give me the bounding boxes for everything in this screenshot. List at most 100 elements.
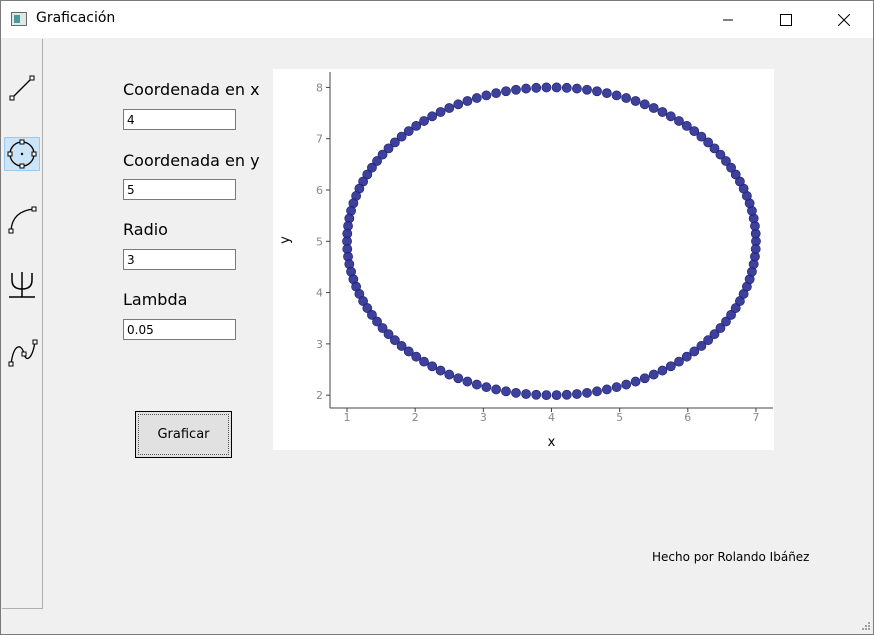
title-bar[interactable]: Graficación <box>1 1 873 38</box>
y-tick-label: 2 <box>316 389 323 402</box>
x-tick-label: 1 <box>344 411 351 424</box>
scatter-point <box>601 384 612 395</box>
plot-button[interactable]: Graficar <box>135 411 232 458</box>
x-tick-label: 7 <box>752 411 759 424</box>
scatter-point <box>383 143 394 154</box>
scatter-point <box>726 162 736 173</box>
line-tool-button[interactable] <box>4 71 40 105</box>
scatter-point <box>648 369 659 380</box>
scatter-point <box>531 389 542 400</box>
x-coordinate-label: Coordenada en x <box>123 80 260 99</box>
scatter-point <box>403 126 414 137</box>
scatter-point <box>372 156 382 166</box>
radius-label: Radio <box>123 220 168 239</box>
scatter-point <box>396 131 407 142</box>
scatter-point <box>630 376 641 387</box>
scatter-point <box>396 341 407 351</box>
resize-grip-icon[interactable] <box>861 621 871 631</box>
scatter-point <box>621 93 632 103</box>
scatter-point <box>427 111 438 122</box>
scatter-point <box>377 149 388 160</box>
circle-scatter-chart: 1 2 3 4 5 6 7 2 3 4 5 6 7 8 x y <box>278 72 773 450</box>
y-coordinate-label: Coordenada en y <box>123 151 260 170</box>
scatter-point <box>377 323 388 333</box>
plot-area: 1 2 3 4 5 6 7 2 3 4 5 6 7 8 x y <box>273 69 774 450</box>
radius-input[interactable] <box>123 249 236 270</box>
scatter-point <box>592 86 602 97</box>
scatter-point <box>639 99 650 110</box>
scatter-point <box>471 93 482 103</box>
scatter-point <box>411 351 422 362</box>
tool-sidebar <box>2 39 43 609</box>
curve-tool-icon <box>8 339 38 367</box>
close-button[interactable] <box>815 1 873 38</box>
scatter-point <box>389 335 400 346</box>
scatter-point <box>665 361 676 372</box>
scatter-point <box>721 156 731 166</box>
scatter-point <box>491 88 502 99</box>
scatter-point <box>501 86 511 97</box>
scatter-point <box>696 131 707 142</box>
y-coordinate-input[interactable] <box>123 179 236 200</box>
scatter-point <box>383 329 394 340</box>
scatter-point <box>681 120 692 131</box>
scatter-point <box>521 389 531 399</box>
arc-tool-button[interactable] <box>4 202 40 236</box>
scatter-point <box>389 137 400 148</box>
scatter-point <box>689 346 700 357</box>
x-coordinate-input[interactable] <box>123 109 236 130</box>
y-tick-label: 3 <box>316 338 323 351</box>
scatter-point <box>592 386 602 397</box>
scatter-point <box>481 90 492 101</box>
x-axis-label: x <box>548 435 556 450</box>
scatter-point <box>462 376 473 387</box>
maximize-button[interactable] <box>757 1 815 38</box>
scatter-point <box>511 387 521 398</box>
minimize-button[interactable] <box>699 1 757 38</box>
scatter-point <box>372 316 382 327</box>
scatter-point <box>435 107 446 117</box>
scatter-point <box>511 84 521 95</box>
y-tick-label: 5 <box>316 235 323 248</box>
scatter-point <box>403 346 414 357</box>
scatter-point <box>427 361 438 372</box>
scatter-point <box>419 356 429 367</box>
circle-tool-button[interactable] <box>4 137 40 171</box>
arc-tool-icon <box>8 206 37 234</box>
scatter-point <box>611 382 622 393</box>
scatter-point <box>703 335 714 346</box>
scatter-point <box>730 169 741 180</box>
scatter-point <box>521 83 531 94</box>
scatter-point <box>696 341 707 351</box>
author-credit: Hecho por Rolando Ibáñez <box>652 550 810 564</box>
x-tick-label: 6 <box>684 411 691 424</box>
scatter-point <box>362 303 373 313</box>
scatter-point <box>582 84 592 95</box>
minimize-icon <box>723 19 733 20</box>
scatter-point <box>551 82 562 93</box>
circle-tool-icon <box>7 139 37 169</box>
scatter-point <box>689 126 700 137</box>
line-tool-icon <box>9 75 35 101</box>
scatter-point <box>367 162 377 173</box>
scatter-point <box>453 373 464 384</box>
x-tick-label: 2 <box>412 411 419 424</box>
scatter-point <box>501 386 511 397</box>
psi-tool-button[interactable] <box>4 268 40 302</box>
scatter-point <box>630 96 641 106</box>
scatter-point <box>453 99 464 110</box>
scatter-point <box>674 116 684 126</box>
scatter-point <box>462 96 473 106</box>
scatter-point <box>561 82 572 93</box>
x-tick-label: 3 <box>480 411 487 424</box>
curve-tool-button[interactable] <box>4 335 40 369</box>
scatter-point <box>601 88 612 99</box>
scatter-point <box>715 323 726 333</box>
lambda-label: Lambda <box>123 290 188 309</box>
y-tick-label: 4 <box>316 287 323 300</box>
scatter-point <box>541 390 552 401</box>
scatter-point <box>572 389 582 399</box>
scatter-point <box>726 309 736 320</box>
lambda-input[interactable] <box>123 319 236 340</box>
